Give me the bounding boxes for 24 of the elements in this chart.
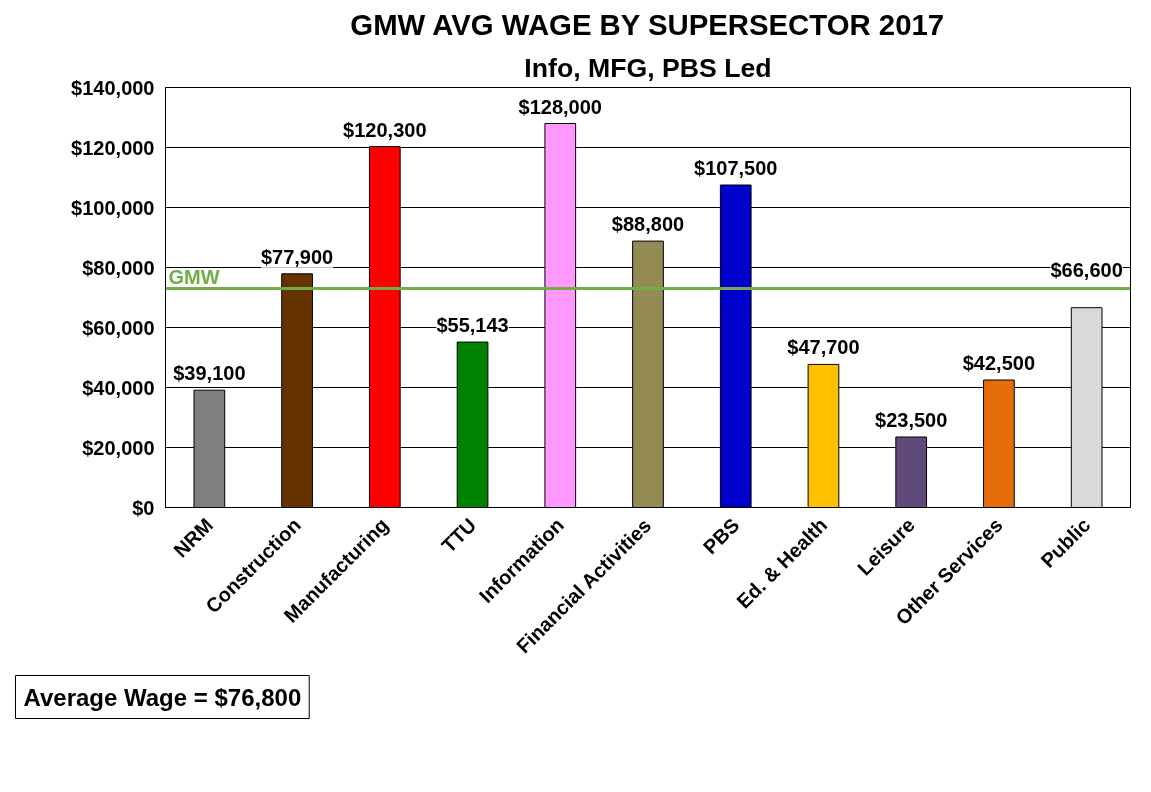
ref-line-label: GMW [168,265,220,288]
data-label: $23,500 [875,409,948,431]
y-tick-label: $60,000 [82,316,155,339]
x-tick-label: TTU [437,513,481,557]
y-tick-label: $100,000 [71,196,155,219]
chart-subtitle: Info, MFG, PBS Led [524,52,772,83]
y-tick-label: $140,000 [71,76,155,99]
y-tick-label: $80,000 [82,256,155,279]
y-tick-label: $40,000 [82,376,155,399]
data-label: $120,300 [343,118,427,141]
data-label: $55,143 [436,314,509,337]
y-tick-label: $20,000 [82,436,155,459]
data-label: $39,100 [173,362,246,385]
data-label: $77,900 [260,245,334,268]
y-tick-label: $120,000 [71,136,155,159]
y-tick-label: $0 [132,496,155,519]
data-label: $88,800 [611,213,685,236]
data-label: $66,600 [1050,258,1123,281]
data-label: $47,700 [787,336,860,359]
data-label: $107,500 [694,157,778,179]
text: Average Wage = $76,800 [23,683,302,711]
chart-title: GMW AVG WAGE BY SUPERSECTOR 2017 [350,7,945,41]
data-label: $42,500 [962,352,1036,374]
data-label: $128,000 [518,95,602,118]
